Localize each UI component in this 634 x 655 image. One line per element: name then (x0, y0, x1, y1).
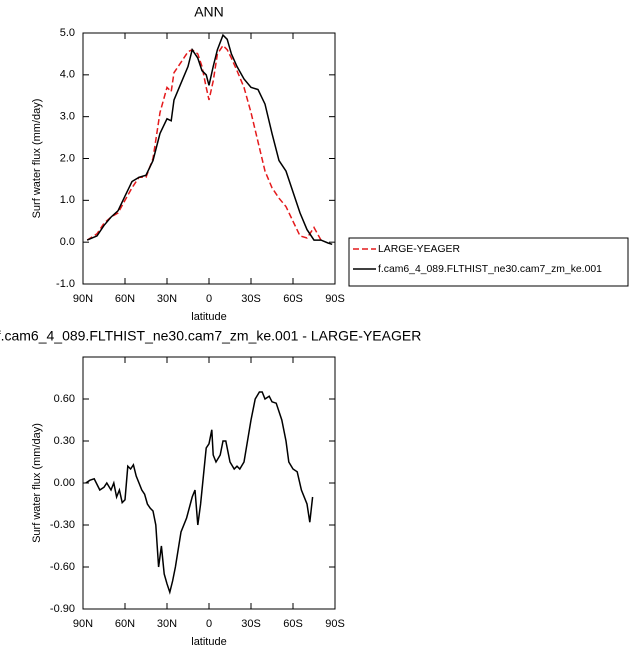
legend-box (348, 237, 629, 287)
chart-title: f.cam6_4_089.FLTHIST_ne30.cam7_zm_ke.001… (0, 328, 421, 344)
y-tick-label: -0.30 (50, 519, 75, 531)
y-tick-label: 0.00 (54, 477, 75, 489)
y-axis-label: Surf water flux (mm/day) (31, 99, 43, 219)
x-tick-label: 0 (206, 618, 212, 630)
y-tick-label: -0.60 (50, 561, 75, 573)
legend-label: f.cam6_4_089.FLTHIST_ne30.cam7_zm_ke.001 (378, 264, 602, 275)
x-tick-label: 0 (206, 293, 212, 305)
x-tick-label: 90S (325, 618, 345, 630)
x-tick-label: 30S (241, 293, 261, 305)
x-tick-label: 90N (73, 618, 93, 630)
plot-frame (82, 356, 336, 610)
y-tick-label: 5.0 (60, 27, 75, 39)
y-tick-label: 0.60 (54, 393, 75, 405)
x-axis-label: latitude (191, 311, 226, 323)
x-tick-label: 60N (115, 618, 135, 630)
x-tick-label: 90N (73, 293, 93, 305)
x-axis-label: latitude (191, 636, 226, 648)
y-tick-label: 1.0 (60, 194, 75, 206)
y-tick-label: -1.0 (56, 278, 75, 290)
data-line (86, 33, 333, 246)
x-tick-label: 30N (157, 618, 177, 630)
y-tick-label: 0.0 (60, 236, 75, 248)
x-tick-label: 30N (157, 293, 177, 305)
x-tick-label: 60S (283, 618, 303, 630)
y-tick-label: 3.0 (60, 111, 75, 123)
data-line (86, 44, 322, 241)
y-tick-label: 2.0 (60, 152, 75, 164)
plot-frame (82, 32, 336, 285)
x-tick-label: 30S (241, 618, 261, 630)
legend-label: LARGE-YEAGER (378, 244, 460, 255)
x-tick-label: 90S (325, 293, 345, 305)
y-tick-label: 4.0 (60, 69, 75, 81)
x-tick-label: 60N (115, 293, 135, 305)
data-line (85, 391, 314, 595)
y-axis-label: Surf water flux (mm/day) (31, 423, 43, 543)
x-tick-label: 60S (283, 293, 303, 305)
chart-title: ANN (194, 4, 224, 20)
y-tick-label: 0.30 (54, 435, 75, 447)
y-tick-label: -0.90 (50, 603, 75, 615)
